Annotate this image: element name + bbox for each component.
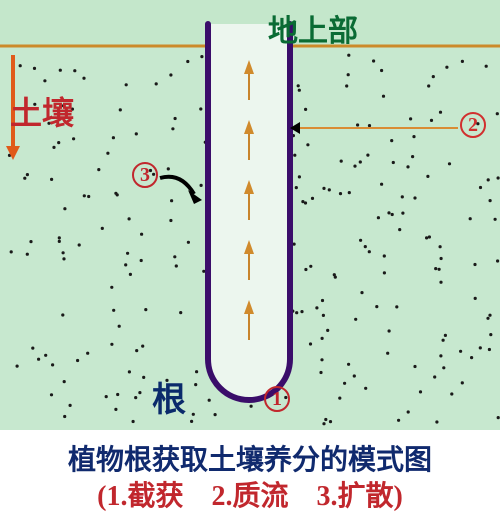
caption-line-1: 植物根获取土壤养分的模式图 (0, 438, 500, 478)
label-dishang: 地上部 (268, 6, 358, 50)
circled-2: 2 (460, 112, 486, 138)
circled-1: 1 (264, 386, 290, 412)
circled-3: 3 (132, 162, 158, 188)
caption-line-2: (1.截获 2.质流 3.扩散) (0, 474, 500, 514)
diagram-root: 地上部 土壤 根 1 2 3 植物根获取土壤养分的模式图 (1.截获 2.质流 … (0, 0, 500, 517)
label-soil: 土壤 (10, 88, 74, 134)
label-gen: 根 (152, 372, 186, 421)
